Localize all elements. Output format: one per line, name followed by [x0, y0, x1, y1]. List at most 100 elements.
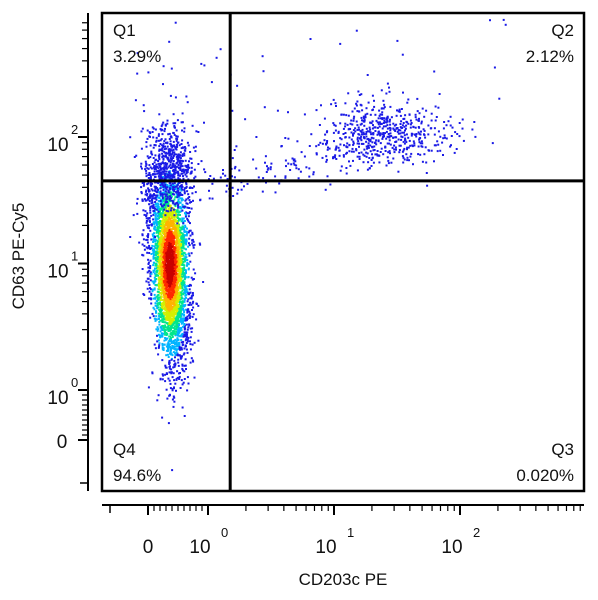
- event-dot: [345, 114, 348, 117]
- event-dot: [173, 291, 176, 294]
- event-dot: [169, 193, 172, 196]
- event-dot: [179, 157, 182, 160]
- event-dot: [297, 177, 300, 180]
- event-dot: [173, 319, 175, 322]
- event-dot: [171, 296, 173, 299]
- event-dot: [156, 217, 159, 220]
- event-dot: [176, 209, 179, 212]
- event-dot: [158, 217, 160, 220]
- event-dot: [171, 266, 174, 269]
- event-dot: [147, 182, 150, 185]
- event-dot: [179, 214, 181, 216]
- event-dot: [237, 188, 240, 191]
- event-dot: [168, 132, 171, 135]
- event-dot: [148, 219, 151, 222]
- event-dot: [180, 246, 183, 249]
- event-dot: [154, 154, 157, 157]
- event-dot: [174, 284, 177, 287]
- event-dot: [173, 345, 176, 348]
- event-dot: [171, 262, 174, 265]
- event-dot: [155, 205, 158, 208]
- event-dot: [177, 174, 180, 177]
- event-dot: [183, 187, 186, 190]
- event-dot: [170, 257, 173, 260]
- event-dot: [442, 154, 444, 156]
- event-dot: [157, 188, 159, 191]
- event-dot: [178, 347, 181, 350]
- event-dot: [167, 311, 170, 314]
- event-dot: [162, 282, 164, 285]
- event-dot: [167, 292, 170, 295]
- event-dot: [287, 162, 290, 165]
- event-dot: [149, 275, 152, 278]
- event-dot: [159, 313, 162, 316]
- event-dot: [178, 324, 180, 326]
- event-dot: [180, 159, 183, 162]
- event-dot: [461, 127, 464, 130]
- event-dot: [173, 186, 176, 189]
- event-dot: [150, 272, 153, 275]
- event-dot: [184, 319, 187, 322]
- event-dot: [172, 302, 175, 304]
- event-dot: [172, 339, 175, 342]
- event-dot: [437, 130, 440, 133]
- event-dot: [169, 304, 172, 306]
- event-dot: [179, 348, 182, 351]
- event-dot: [173, 272, 175, 275]
- event-dot: [152, 218, 155, 221]
- event-dot: [162, 221, 165, 224]
- event-dot: [175, 286, 178, 289]
- event-dot: [181, 198, 184, 201]
- event-dot: [285, 165, 287, 168]
- event-dot: [433, 160, 435, 163]
- event-dot: [166, 228, 169, 231]
- event-dot: [181, 240, 184, 243]
- event-dot: [169, 352, 171, 355]
- event-dot: [376, 121, 379, 124]
- event-dot: [415, 135, 418, 138]
- event-dot: [412, 163, 414, 166]
- event-dot: [186, 232, 188, 235]
- event-dot: [187, 197, 190, 200]
- event-dot: [177, 327, 180, 330]
- event-dot: [406, 101, 409, 104]
- event-dot: [165, 298, 168, 300]
- event-dot: [178, 201, 181, 204]
- event-dot: [166, 227, 169, 230]
- event-dot: [408, 113, 411, 116]
- event-dot: [392, 127, 395, 130]
- event-dot: [243, 185, 245, 188]
- event-dot: [168, 359, 171, 362]
- event-dot: [147, 157, 150, 160]
- event-dot: [164, 287, 167, 290]
- event-dot: [149, 267, 152, 269]
- event-dot: [174, 354, 177, 356]
- event-dot: [171, 260, 174, 263]
- event-dot: [177, 316, 180, 319]
- event-dot: [183, 268, 185, 271]
- event-dot: [173, 295, 176, 298]
- event-dot: [174, 220, 177, 223]
- event-dot: [165, 354, 168, 357]
- event-dot: [161, 378, 164, 381]
- event-dot: [182, 353, 185, 356]
- event-dot: [406, 156, 409, 159]
- event-dot: [180, 379, 183, 382]
- event-dot: [165, 155, 168, 158]
- event-dot: [183, 278, 186, 281]
- event-dot: [327, 146, 329, 149]
- event-dot: [433, 144, 436, 147]
- event-dot: [407, 98, 410, 101]
- event-dot: [150, 302, 153, 305]
- event-dot: [181, 203, 184, 206]
- event-dot: [175, 148, 178, 151]
- event-dot: [179, 169, 182, 172]
- event-dot: [155, 252, 158, 255]
- event-dot: [181, 112, 184, 115]
- event-dot: [181, 302, 183, 305]
- event-dot: [170, 261, 172, 264]
- event-dot: [177, 156, 180, 159]
- event-dot: [417, 126, 420, 128]
- event-dot: [174, 281, 177, 284]
- event-dot: [381, 111, 384, 114]
